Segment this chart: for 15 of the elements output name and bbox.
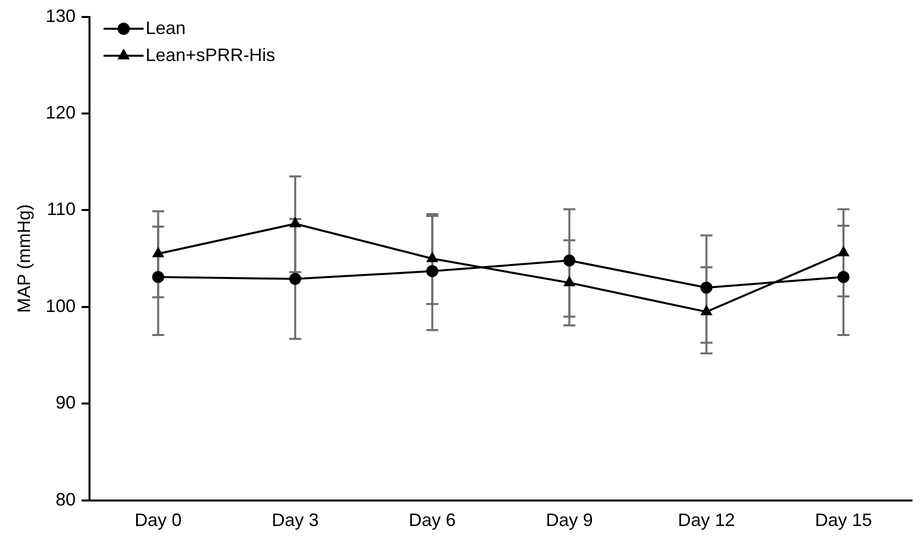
x-tick-label: Day 3 — [272, 510, 319, 530]
y-tick-label: 110 — [46, 199, 76, 220]
x-tick-label: Day 0 — [134, 510, 182, 530]
legend-label: Lean — [146, 18, 186, 38]
x-tick-label: Day 15 — [814, 510, 872, 530]
y-tick-label: 90 — [56, 392, 76, 413]
y-tick-label: 100 — [46, 296, 76, 316]
x-tick-label: Day 12 — [678, 510, 735, 530]
x-tick-label: Day 6 — [408, 510, 456, 530]
y-tick-label: 120 — [46, 102, 76, 122]
x-tick-label: Day 9 — [546, 510, 593, 530]
legend-label: Lean+sPRR-His — [146, 44, 276, 65]
y-tick-label: 130 — [46, 6, 76, 26]
y-axis-title: MAP (mmHg) — [14, 204, 34, 313]
y-tick-label: 80 — [56, 489, 76, 510]
